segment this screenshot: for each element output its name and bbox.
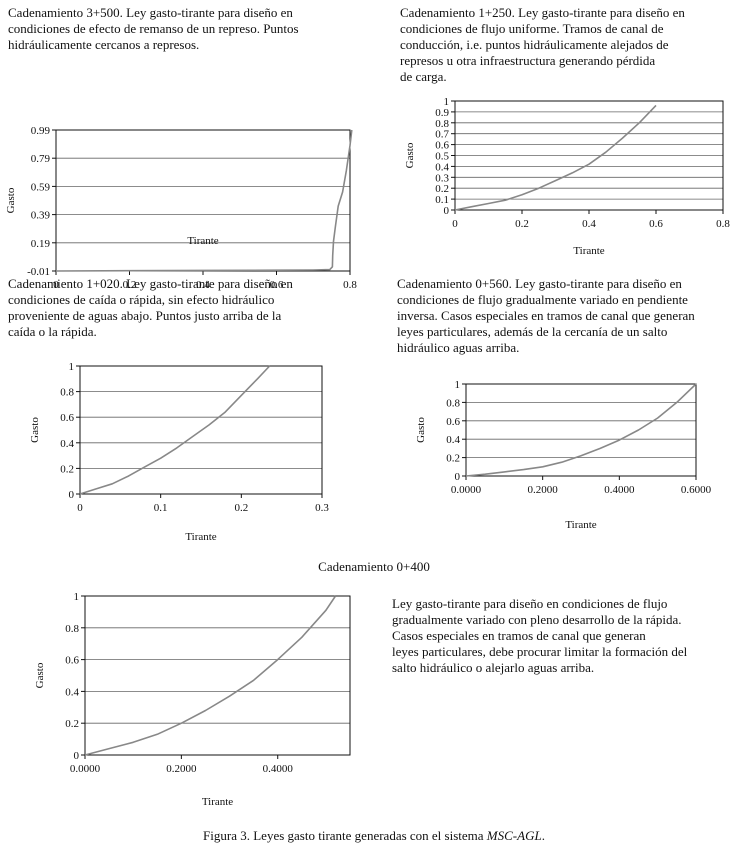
x-tick-label: 0 — [53, 279, 59, 291]
y-tick-label: 1 — [74, 591, 80, 603]
x-axis-label: Tirante — [187, 235, 218, 247]
y-tick-label: 0.19 — [31, 238, 51, 250]
y-tick-label: 0.4 — [60, 438, 74, 450]
series-line — [465, 383, 697, 477]
x-tick-label: 0.6 — [270, 279, 284, 291]
y-tick-label: 0.4 — [446, 434, 460, 446]
plot-frame — [465, 383, 697, 477]
x-tick-label: 0.6 — [649, 218, 663, 230]
x-axis-label: Tirante — [185, 531, 216, 543]
x-tick-label: 0.4 — [196, 279, 210, 291]
x-tick-label: 0.4 — [582, 218, 596, 230]
x-tick-label: 0.2 — [123, 279, 137, 291]
panel-5-title: Cadenamiento 0+400 — [318, 559, 430, 574]
chart-cadenamiento-1250: 00.10.20.30.40.50.60.70.80.910 0.2 0.4 0.6 0… — [404, 96, 730, 257]
y-axis-label: Gasto — [415, 417, 427, 443]
x-axis-label: Tirante — [565, 519, 596, 531]
y-tick-label: 0.8 — [65, 623, 79, 635]
caption-prefix: Figura 3. Leyes gasto tirante generadas … — [203, 828, 487, 843]
y-tick-label: 0.2 — [60, 463, 74, 475]
y-tick-label: 0.2 — [446, 453, 460, 465]
x-tick-label: 0.3 — [315, 502, 329, 514]
chart-cadenamiento-0400: 0 0.2 0.4 0.6 0.8 1 0.0000 0.2000 0.4000 Tirante G… — [34, 591, 351, 808]
y-tick-label: 0 — [444, 205, 450, 217]
x-tick-label: 0.2000 — [528, 484, 559, 496]
panel-3-description: Cadenamiento 1+020. Ley gasto-tirante pa… — [8, 276, 293, 339]
y-tick-label: 0.8 — [435, 118, 449, 130]
plot-frame — [55, 129, 351, 272]
chart-cadenamiento-3500: -0.01 0.19 0.39 0.59 0.79 0.99 0 0.2 0.4 0.6 0.8 Ti… — [5, 125, 357, 291]
y-tick-label: 1 — [69, 361, 75, 373]
y-tick-label: 1 — [444, 96, 450, 108]
y-tick-label: 0.2 — [65, 718, 79, 730]
x-tick-label: 0.1 — [154, 502, 168, 514]
y-axis-label: Gasto — [404, 142, 416, 168]
plot-frame — [84, 595, 351, 756]
panel-5-description: Ley gasto-tirante para diseño en condici… — [392, 596, 688, 675]
series-line — [454, 104, 657, 211]
y-tick-label: 0.99 — [31, 125, 51, 137]
x-tick-label: 0.4000 — [604, 484, 635, 496]
panel-1-description: Cadenamiento 3+500. Ley gasto-tirante pa… — [8, 5, 299, 52]
y-tick-label: 0 — [455, 471, 461, 483]
x-tick-label: 0.2 — [234, 502, 248, 514]
y-axis-label: Gasto — [5, 187, 17, 213]
x-axis-label: Tirante — [573, 245, 604, 257]
series-line — [79, 365, 271, 495]
panel-4-description: Cadenamiento 0+560. Ley gasto-tirante pa… — [397, 276, 695, 355]
y-tick-label: 0.39 — [31, 210, 51, 222]
y-tick-label: 0.8 — [446, 397, 460, 409]
y-tick-label: 0.5 — [435, 151, 449, 163]
y-axis-label: Gasto — [29, 417, 41, 443]
y-tick-label: 0.6 — [446, 416, 460, 428]
x-tick-label: 0.8 — [343, 279, 357, 291]
y-tick-label: -0.01 — [27, 266, 50, 278]
x-tick-label: 0.4000 — [263, 763, 294, 775]
panel-2-description: Cadenamiento 1+250. Ley gasto-tirante pa… — [400, 5, 685, 84]
y-tick-label: 0 — [74, 750, 80, 762]
y-tick-label: 0.59 — [31, 181, 51, 193]
y-tick-label: 0.6 — [435, 140, 449, 152]
x-axis-label: Tirante — [202, 796, 233, 808]
x-tick-label: 0.2 — [515, 218, 529, 230]
x-tick-label: 0 — [452, 218, 458, 230]
x-tick-label: 0.0000 — [70, 763, 101, 775]
y-tick-label: 0.4 — [65, 686, 79, 698]
y-tick-label: 0.2 — [435, 183, 449, 195]
y-tick-label: 0.79 — [31, 153, 51, 165]
y-tick-label: 0.3 — [435, 172, 449, 184]
figure-caption: Figura 3. Leyes gasto tirante generadas … — [0, 828, 748, 844]
y-axis-label: Gasto — [34, 662, 46, 688]
chart-cadenamiento-0560: 0 0.2 0.4 0.6 0.8 1 0.0000 0.2000 0.4000 0.6000 Ti… — [415, 379, 712, 531]
x-tick-label: 0.0000 — [451, 484, 482, 496]
y-tick-label: 1 — [455, 379, 461, 391]
caption-suffix: . — [541, 828, 545, 843]
x-tick-label: 0.8 — [716, 218, 730, 230]
caption-system: MSC-AGL — [486, 828, 542, 843]
y-tick-label: 0 — [69, 489, 75, 501]
y-tick-label: 0.1 — [435, 194, 449, 206]
y-tick-label: 0.7 — [435, 129, 449, 141]
x-tick-label: 0.6000 — [681, 484, 712, 496]
series-line — [84, 595, 337, 756]
y-tick-label: 0.8 — [60, 387, 74, 399]
x-tick-label: 0.2000 — [166, 763, 197, 775]
plot-frame — [79, 365, 323, 495]
y-tick-label: 0.9 — [435, 107, 449, 119]
y-tick-label: 0.6 — [60, 412, 74, 424]
y-tick-label: 0.6 — [65, 655, 79, 667]
series-line — [55, 129, 353, 272]
x-tick-label: 0 — [77, 502, 83, 514]
y-tick-label: 0.4 — [435, 161, 449, 173]
chart-cadenamiento-1020: 0 0.2 0.4 0.6 0.8 1 0 0.1 0.2 0.3 Tirante Gasto — [29, 361, 329, 543]
